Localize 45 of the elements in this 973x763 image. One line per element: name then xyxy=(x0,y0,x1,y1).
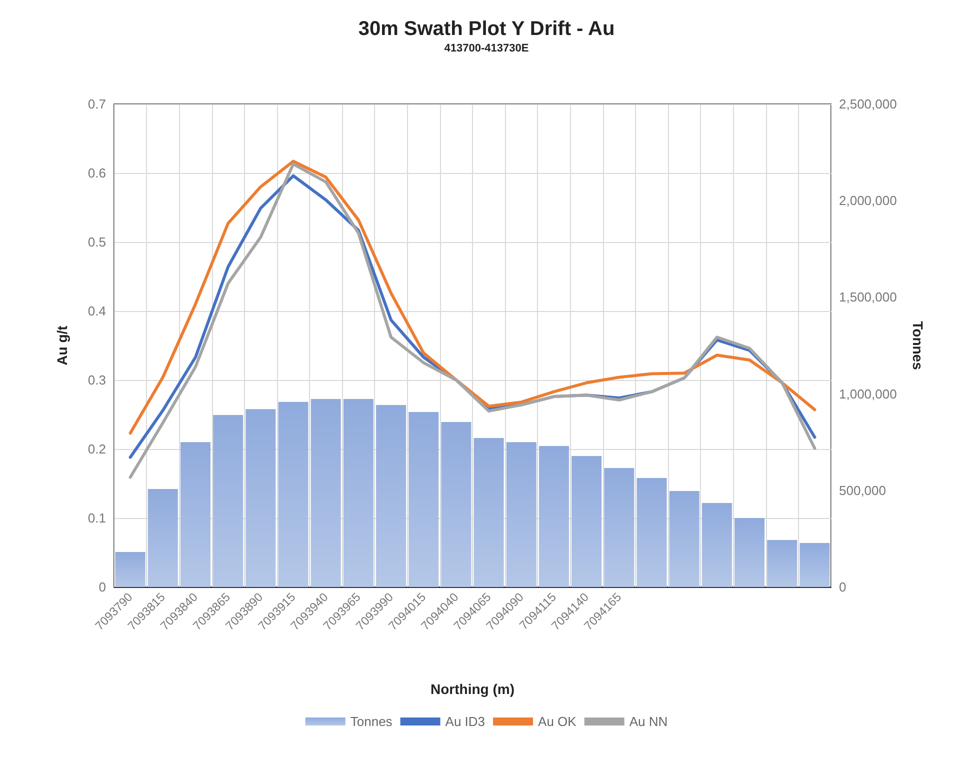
bar xyxy=(669,490,700,587)
chart-title: 30m Swath Plot Y Drift - Au xyxy=(358,18,615,40)
y-tick-label: 0.3 xyxy=(88,372,106,388)
bar xyxy=(702,502,732,587)
bar xyxy=(180,442,210,587)
y-tick-label: 0.2 xyxy=(88,442,106,456)
bar xyxy=(278,402,308,587)
x-axis-title: Northing (m) xyxy=(430,681,514,697)
bar xyxy=(538,446,569,587)
bar xyxy=(246,409,276,587)
y-tick-label: 0.5 xyxy=(88,234,106,250)
bar xyxy=(441,422,472,587)
bar xyxy=(636,478,667,587)
y-axis-title: Au g/t xyxy=(54,325,70,366)
bar xyxy=(604,468,634,587)
legend-label: Au NN xyxy=(629,714,668,729)
bar xyxy=(734,518,765,587)
bar xyxy=(376,405,406,587)
y-tick-label: 0.6 xyxy=(88,166,106,180)
bar xyxy=(213,415,244,587)
y2-tick-label: 2,500,000 xyxy=(839,96,897,112)
chart-subtitle: 413700-413730E xyxy=(444,42,529,54)
y-tick-label: 0 xyxy=(98,580,106,594)
y2-axis-title: Tonnes xyxy=(910,321,926,370)
y2-tick-label: 500,000 xyxy=(839,482,886,498)
bar xyxy=(115,552,146,587)
bar xyxy=(506,442,536,587)
bar xyxy=(148,489,178,587)
y-tick-label: 0.7 xyxy=(88,96,106,112)
y2-tick-label: 1,500,000 xyxy=(839,290,897,305)
bar xyxy=(408,412,439,587)
bar xyxy=(474,438,504,587)
bar xyxy=(572,456,602,587)
bar xyxy=(800,542,830,587)
bar xyxy=(767,540,798,587)
y2-tick-label: 2,000,000 xyxy=(839,193,897,208)
bar xyxy=(343,399,374,587)
legend-label: Au ID3 xyxy=(445,714,486,729)
legend-label: Au OK xyxy=(538,714,577,729)
y-tick-label: 0.1 xyxy=(88,510,106,526)
y2-tick-label: 1,000,000 xyxy=(839,386,897,402)
bar xyxy=(310,399,341,587)
legend-label: Tonnes xyxy=(350,714,393,729)
y2-tick-label: 0 xyxy=(839,580,846,594)
y-tick-label: 0.4 xyxy=(88,304,106,318)
